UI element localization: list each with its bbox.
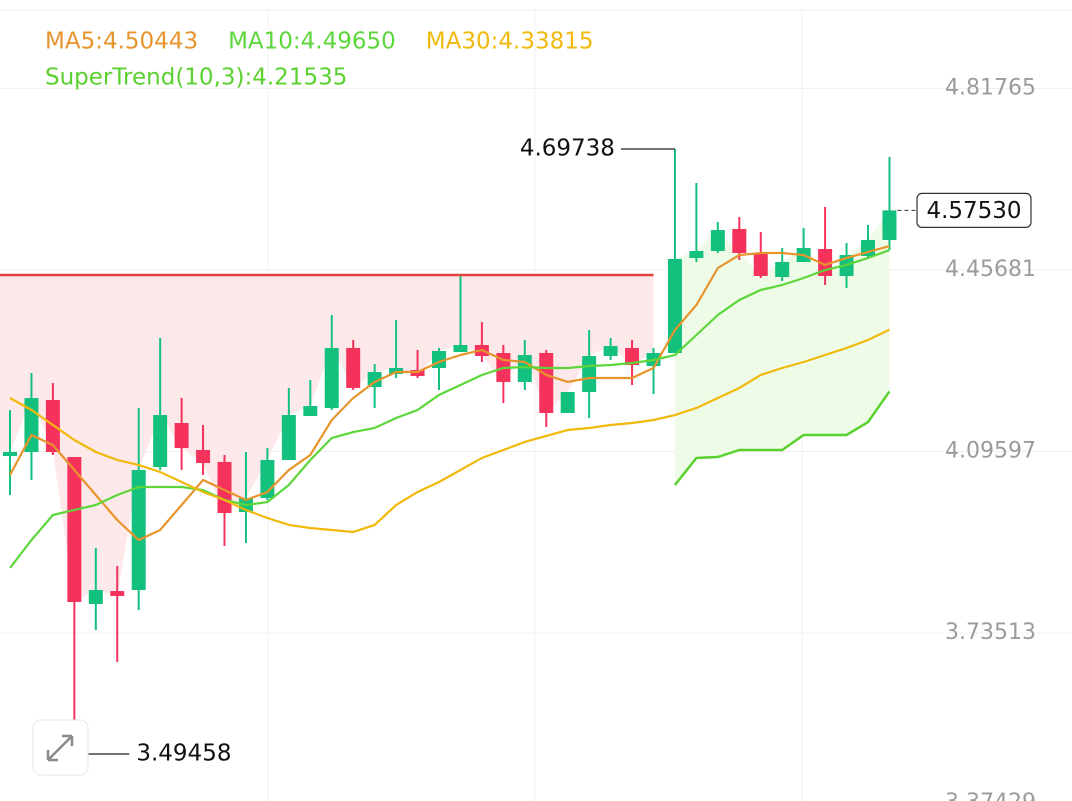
candle-body	[775, 262, 790, 277]
legend-entry: SuperTrend(10,3):4.21535	[45, 65, 347, 91]
legend-entry: MA5:4.50443	[45, 29, 198, 55]
last-price-box	[916, 192, 1032, 229]
y-axis: 4.81765 4.45681 4.09597 3.73513 3.37429	[945, 76, 1036, 801]
y-tick-label: 4.45681	[945, 257, 1036, 282]
candle-body	[153, 415, 168, 467]
candle-body	[453, 345, 468, 352]
candle-body	[689, 250, 704, 258]
indicator-lines	[0, 244, 891, 569]
candle-body	[303, 406, 318, 416]
candle-body	[539, 353, 554, 414]
y-tick-label: 3.73513	[945, 620, 1036, 645]
candle-body	[603, 346, 618, 357]
legend-entry: MA10:4.49650	[228, 29, 396, 55]
candle-body	[667, 258, 682, 354]
candle-body	[346, 348, 361, 389]
candle-body	[3, 451, 17, 457]
candle-body	[110, 591, 125, 596]
candle-body	[732, 229, 747, 254]
candle-body	[710, 230, 725, 251]
legend-entry: MA30:4.33815	[426, 29, 594, 55]
candle-body	[196, 449, 211, 464]
y-tick-label: 3.37429	[945, 790, 1036, 801]
candle-body	[560, 391, 575, 414]
candle-body	[582, 356, 597, 392]
candle-body	[517, 355, 532, 382]
ma-line	[9, 249, 890, 569]
max-label: 4.69738	[520, 135, 615, 161]
min-label: 3.49458	[136, 741, 231, 767]
candle-body	[88, 590, 103, 604]
ma-line	[9, 328, 890, 534]
expand-icon	[46, 734, 74, 762]
candle-body	[174, 423, 189, 449]
candle-body	[882, 210, 897, 240]
trend-fill	[0, 274, 654, 602]
candle-body	[131, 469, 146, 591]
y-tick-label: 4.81765	[945, 76, 1036, 101]
grid	[0, 88, 1072, 634]
y-tick-label: 4.09597	[945, 439, 1036, 464]
candle-body	[281, 415, 296, 460]
candle-body	[625, 348, 640, 366]
candle-body	[753, 253, 768, 276]
candle-body	[67, 457, 82, 602]
trend-fill	[674, 210, 890, 485]
supertrend-line	[673, 390, 891, 486]
last-price-label: 4.57530	[926, 198, 1021, 224]
candle-body	[324, 348, 339, 408]
expand-button[interactable]	[32, 719, 89, 776]
ma-line	[9, 244, 890, 542]
legend: MA5:4.50443 MA10:4.49650 MA30:4.33815 Super…	[45, 29, 594, 91]
trend-fills	[0, 210, 890, 602]
candles	[3, 148, 897, 755]
